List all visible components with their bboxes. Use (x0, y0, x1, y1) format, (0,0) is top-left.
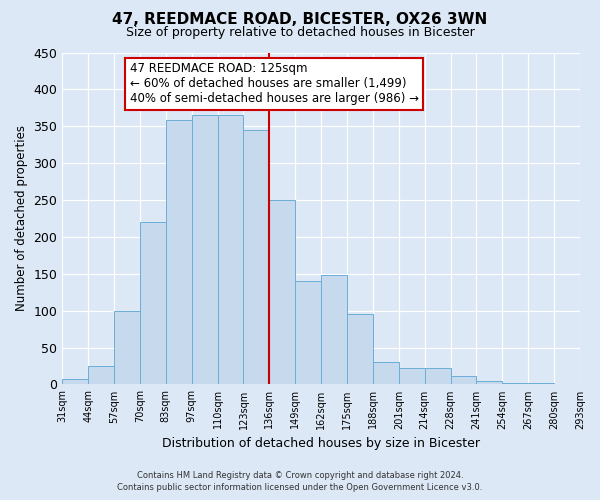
Bar (192, 115, 218, 384)
Text: Contains HM Land Registry data © Crown copyright and database right 2024.
Contai: Contains HM Land Registry data © Crown c… (118, 471, 482, 492)
Text: 47 REEDMACE ROAD: 125sqm
← 60% of detached houses are smaller (1,499)
40% of sem: 47 REEDMACE ROAD: 125sqm ← 60% of detach… (130, 62, 419, 106)
Bar (295, 281, 321, 384)
Bar (399, 368, 425, 384)
Bar (244, 130, 269, 384)
Bar (321, 276, 347, 384)
Bar (140, 222, 166, 384)
Text: 47, REEDMACE ROAD, BICESTER, OX26 3WN: 47, REEDMACE ROAD, BICESTER, OX26 3WN (112, 12, 488, 28)
Bar (114, 312, 140, 384)
Y-axis label: Number of detached properties: Number of detached properties (15, 126, 28, 312)
Text: Size of property relative to detached houses in Bicester: Size of property relative to detached ho… (125, 26, 475, 39)
Bar (528, 383, 554, 384)
Bar (218, 115, 244, 384)
Bar (373, 362, 399, 384)
Bar (425, 368, 451, 384)
X-axis label: Distribution of detached houses by size in Bicester: Distribution of detached houses by size … (162, 437, 480, 450)
Bar (347, 314, 373, 384)
Bar (476, 380, 502, 384)
Bar (269, 200, 295, 384)
Bar (502, 383, 528, 384)
Bar (451, 376, 476, 384)
Bar (88, 366, 114, 384)
Bar (62, 378, 88, 384)
Bar (166, 120, 192, 384)
